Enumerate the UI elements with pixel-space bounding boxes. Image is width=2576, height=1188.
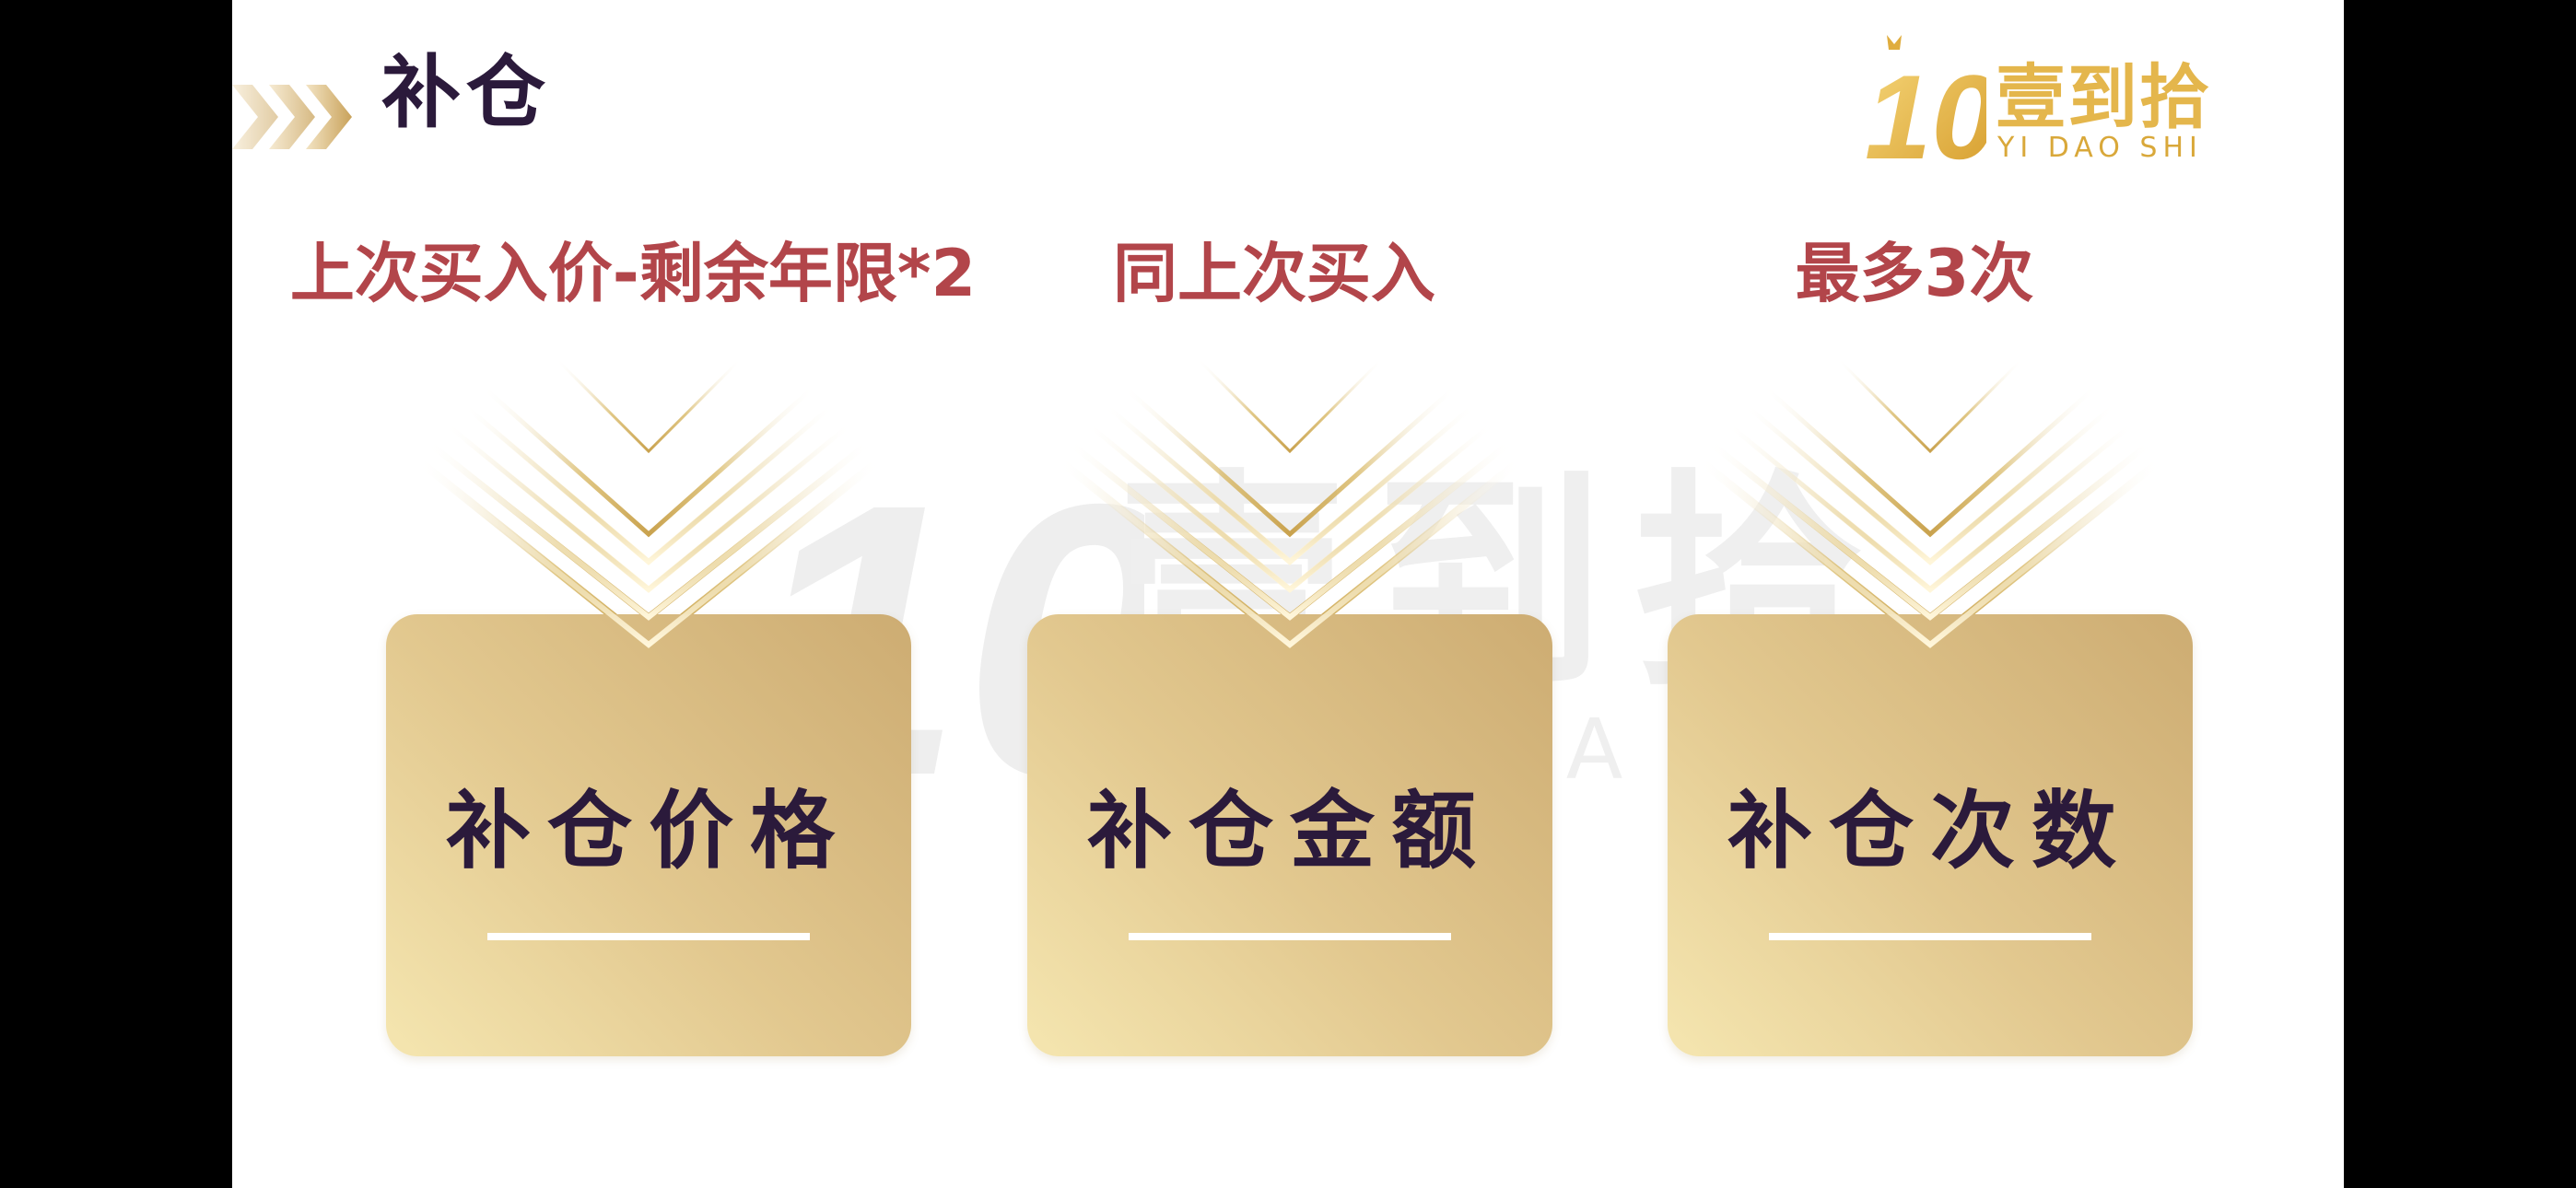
card-title-count: 补仓次数	[1727, 782, 2133, 880]
chevron-overlay-icon	[416, 402, 881, 648]
chevron-overlay-icon	[1698, 402, 2162, 648]
card-title-amount: 补仓金额	[1086, 782, 1493, 880]
divider	[487, 933, 810, 940]
caption-count: 最多3次	[1795, 236, 2034, 311]
card-count: 补仓次数	[1668, 402, 2193, 1056]
divider	[1769, 933, 2091, 940]
chevron-arrows-icon	[232, 85, 352, 149]
card-title-price: 补仓价格	[445, 782, 851, 880]
divider	[1129, 933, 1451, 940]
brand-romanized: YI DAO SHI	[1997, 132, 2203, 164]
page-title: 补仓	[381, 47, 551, 139]
card-price: 补仓价格	[386, 402, 911, 1056]
brand-logo: 10 壹到拾 YI DAO SHI	[1857, 29, 2263, 168]
caption-amount: 同上次买入	[1113, 236, 1435, 311]
brand-mark-text: 10	[1865, 50, 1986, 168]
brand-name: 壹到拾	[1996, 56, 2211, 138]
card-amount: 补仓金额	[1027, 402, 1552, 1056]
slide: 补仓 10 壹到拾 YI DAO SHI 10 壹到拾 DAO S 上次买入价-…	[232, 0, 2344, 1188]
caption-price: 上次买入价-剩余年限*2	[289, 236, 977, 311]
brand-mark-icon: 10	[1865, 35, 1986, 168]
chevron-overlay-icon	[1058, 402, 1522, 648]
